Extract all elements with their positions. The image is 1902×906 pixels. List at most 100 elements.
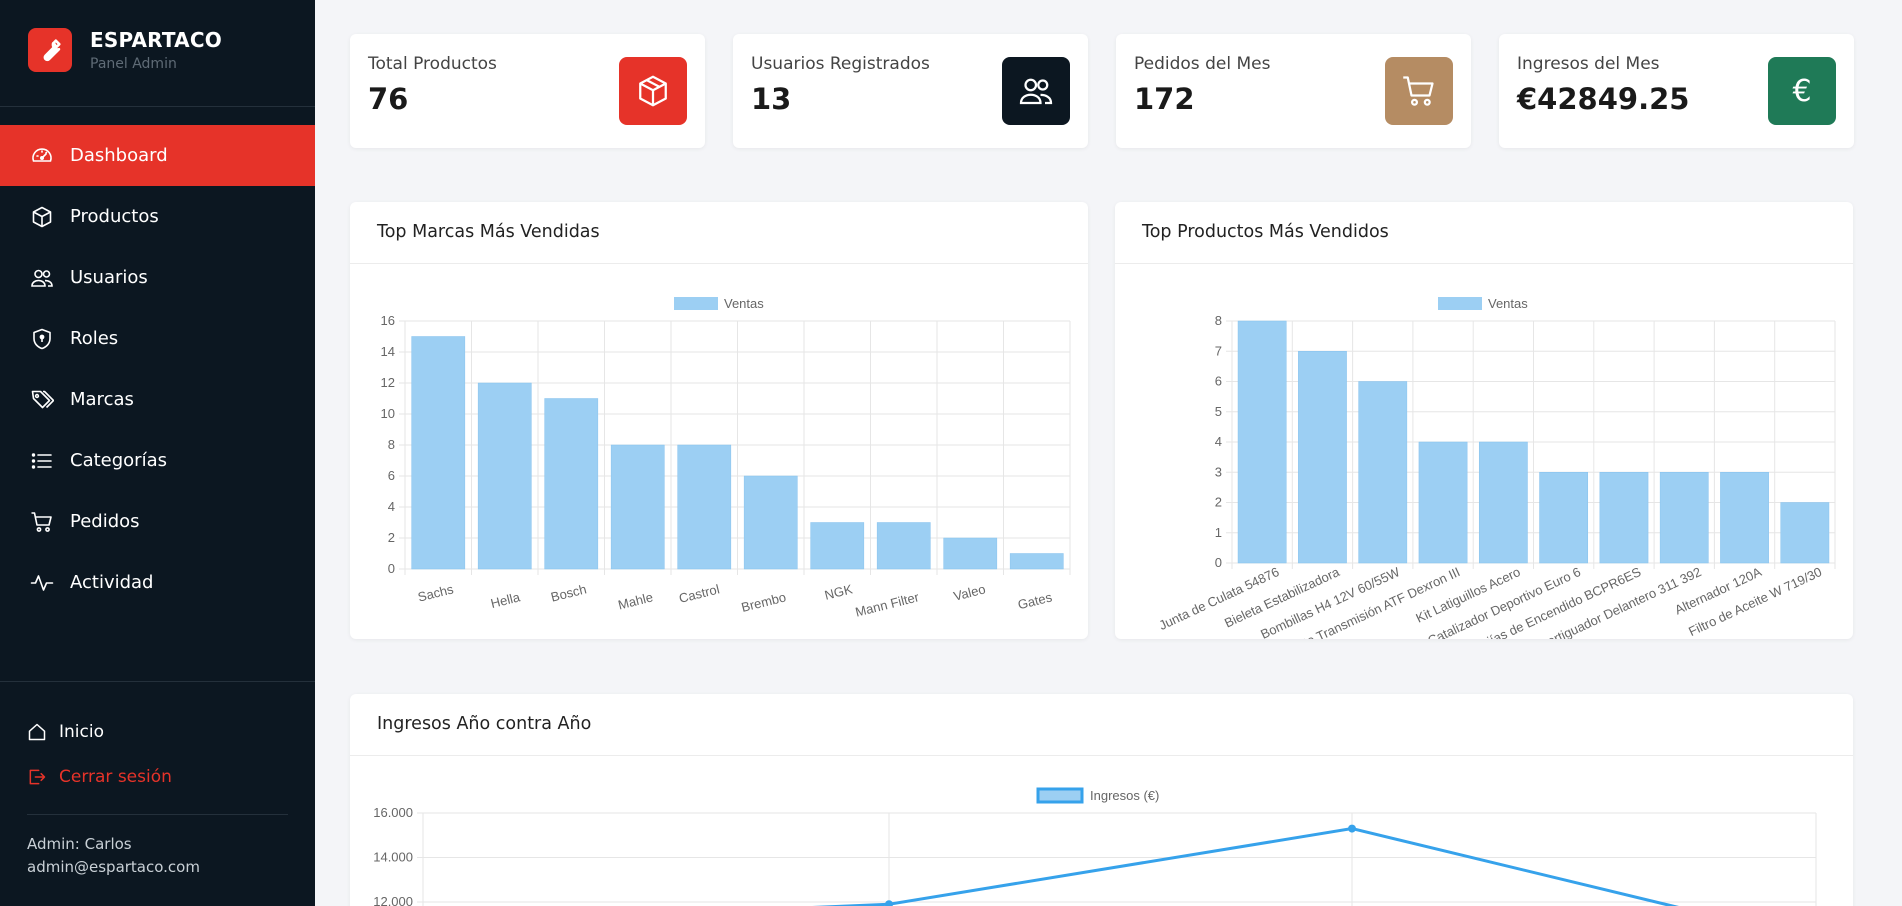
brands-bar-chart: Ventas 0 2 4 6 8 10 12 14 16 Sachs Hella Bosch Mahle C… bbox=[381, 296, 1071, 620]
x-tick-label: NGK bbox=[823, 581, 854, 602]
legend-label: Ingresos (€) bbox=[1090, 788, 1159, 803]
euro-icon: € bbox=[1768, 57, 1836, 125]
bar bbox=[1237, 320, 1287, 564]
sidebar-item-pedidos[interactable]: Pedidos bbox=[0, 491, 315, 552]
list-icon bbox=[30, 449, 54, 473]
bar bbox=[876, 522, 931, 570]
y-tick-label: 7 bbox=[1215, 343, 1222, 358]
stat-value: €42849.25 bbox=[1517, 82, 1690, 116]
x-tick-label: Hella bbox=[489, 589, 522, 611]
stat-card-productos: Total Productos 76 bbox=[350, 34, 705, 148]
x-tick-label: Castrol bbox=[677, 581, 721, 606]
y-tick-label: 4 bbox=[388, 499, 395, 514]
legend-swatch bbox=[1438, 297, 1482, 310]
logout-link[interactable]: Cerrar sesión bbox=[0, 766, 315, 788]
sidebar-item-usuarios[interactable]: Usuarios bbox=[0, 247, 315, 308]
chart-card-top-marcas: Top Marcas Más Vendidas Ventas 0 2 4 6 8 10 12 1… bbox=[350, 202, 1088, 639]
y-tick-label: 4 bbox=[1215, 434, 1222, 449]
y-tick-label: 14.000 bbox=[373, 850, 413, 865]
bar bbox=[1298, 351, 1347, 564]
sidebar: ESPARTACO Panel Admin Dashboard Producto… bbox=[0, 0, 315, 906]
users-icon bbox=[1002, 57, 1070, 125]
chart-title: Top Productos Más Vendidos bbox=[1115, 202, 1853, 264]
stat-card-usuarios: Usuarios Registrados 13 bbox=[733, 34, 1088, 148]
box-icon bbox=[30, 205, 54, 229]
home-link[interactable]: Inicio bbox=[0, 721, 315, 743]
bar bbox=[1009, 553, 1064, 570]
y-tick-label: 10 bbox=[381, 406, 395, 421]
y-tick-label: 8 bbox=[1215, 313, 1222, 328]
data-point bbox=[885, 900, 893, 906]
x-tick-label: Sachs bbox=[416, 581, 455, 604]
bar bbox=[1539, 472, 1589, 564]
brand: ESPARTACO Panel Admin bbox=[0, 0, 315, 107]
bar bbox=[1478, 441, 1528, 564]
sidebar-item-categorias[interactable]: Categorías bbox=[0, 430, 315, 491]
chart-title: Ingresos Año contra Año bbox=[350, 694, 1853, 756]
shield-icon bbox=[30, 327, 54, 351]
sidebar-item-label: Categorías bbox=[70, 450, 167, 471]
y-tick-label: 1 bbox=[1215, 525, 1222, 540]
sidebar-item-label: Pedidos bbox=[70, 511, 140, 532]
cart-icon bbox=[30, 510, 54, 534]
bar bbox=[544, 398, 599, 570]
box-icon bbox=[619, 57, 687, 125]
cart-icon bbox=[1385, 57, 1453, 125]
bar bbox=[1599, 472, 1649, 564]
y-tick-label: 5 bbox=[1215, 404, 1222, 419]
wrench-icon bbox=[28, 28, 72, 72]
x-tick-label: Bosch bbox=[549, 581, 588, 604]
bar bbox=[677, 444, 732, 570]
bar bbox=[411, 336, 466, 570]
legend-label: Ventas bbox=[1488, 296, 1528, 311]
y-tick-label: 8 bbox=[388, 437, 395, 452]
admin-name: Admin: Carlos bbox=[27, 835, 132, 853]
sidebar-footer: Inicio Cerrar sesión Admin: Carlos admin… bbox=[0, 681, 315, 879]
y-tick-label: 14 bbox=[381, 344, 395, 359]
y-tick-label: 2 bbox=[388, 530, 395, 545]
stat-label: Total Productos bbox=[368, 54, 497, 74]
sidebar-item-marcas[interactable]: Marcas bbox=[0, 369, 315, 430]
bar bbox=[1720, 472, 1769, 564]
bar bbox=[1358, 381, 1408, 564]
brand-subtitle: Panel Admin bbox=[90, 56, 177, 72]
y-tick-label: 0 bbox=[388, 561, 395, 576]
bar bbox=[1659, 472, 1709, 564]
y-tick-label: 16 bbox=[381, 313, 395, 328]
sidebar-item-actividad[interactable]: Actividad bbox=[0, 552, 315, 613]
sidebar-item-label: Marcas bbox=[70, 389, 134, 410]
bar bbox=[1418, 441, 1468, 564]
sidebar-item-label: Productos bbox=[70, 206, 159, 227]
sidebar-item-label: Usuarios bbox=[70, 267, 148, 288]
logout-icon bbox=[29, 769, 46, 785]
sidebar-item-roles[interactable]: Roles bbox=[0, 308, 315, 369]
legend-swatch bbox=[674, 297, 718, 310]
stat-value: 76 bbox=[368, 82, 409, 116]
data-point bbox=[1348, 824, 1356, 833]
x-tick-label: Gates bbox=[1016, 589, 1054, 612]
stat-card-ingresos: Ingresos del Mes €42849.25 € bbox=[1499, 34, 1854, 148]
stat-value: 172 bbox=[1134, 82, 1195, 116]
users-icon bbox=[30, 266, 54, 290]
admin-email: admin@espartaco.com bbox=[27, 858, 200, 876]
y-tick-label: 6 bbox=[1215, 374, 1222, 389]
bar bbox=[477, 382, 532, 570]
stat-label: Ingresos del Mes bbox=[1517, 54, 1660, 74]
bar bbox=[1780, 502, 1830, 564]
sidebar-nav: Dashboard Productos Usuarios Roles Marca… bbox=[0, 125, 315, 613]
y-tick-label: 12 bbox=[381, 375, 395, 390]
sidebar-item-label: Actividad bbox=[70, 572, 154, 593]
chart-card-top-productos: Top Productos Más Vendidos Ventas 0 1 2 3 4 5 6… bbox=[1115, 202, 1853, 639]
bar bbox=[810, 522, 865, 570]
tags-icon bbox=[30, 388, 54, 412]
admin-info: Admin: Carlos admin@espartaco.com bbox=[0, 815, 315, 879]
chart-card-ingresos-yoy: Ingresos Año contra Año Ingresos (€) 12.0… bbox=[350, 694, 1853, 906]
sidebar-item-productos[interactable]: Productos bbox=[0, 186, 315, 247]
stat-value: 13 bbox=[751, 82, 792, 116]
activity-icon bbox=[30, 571, 54, 595]
stat-label: Usuarios Registrados bbox=[751, 54, 930, 74]
y-tick-label: 2 bbox=[1215, 495, 1222, 510]
sidebar-item-dashboard[interactable]: Dashboard bbox=[0, 125, 315, 186]
sidebar-item-label: Roles bbox=[70, 328, 119, 349]
